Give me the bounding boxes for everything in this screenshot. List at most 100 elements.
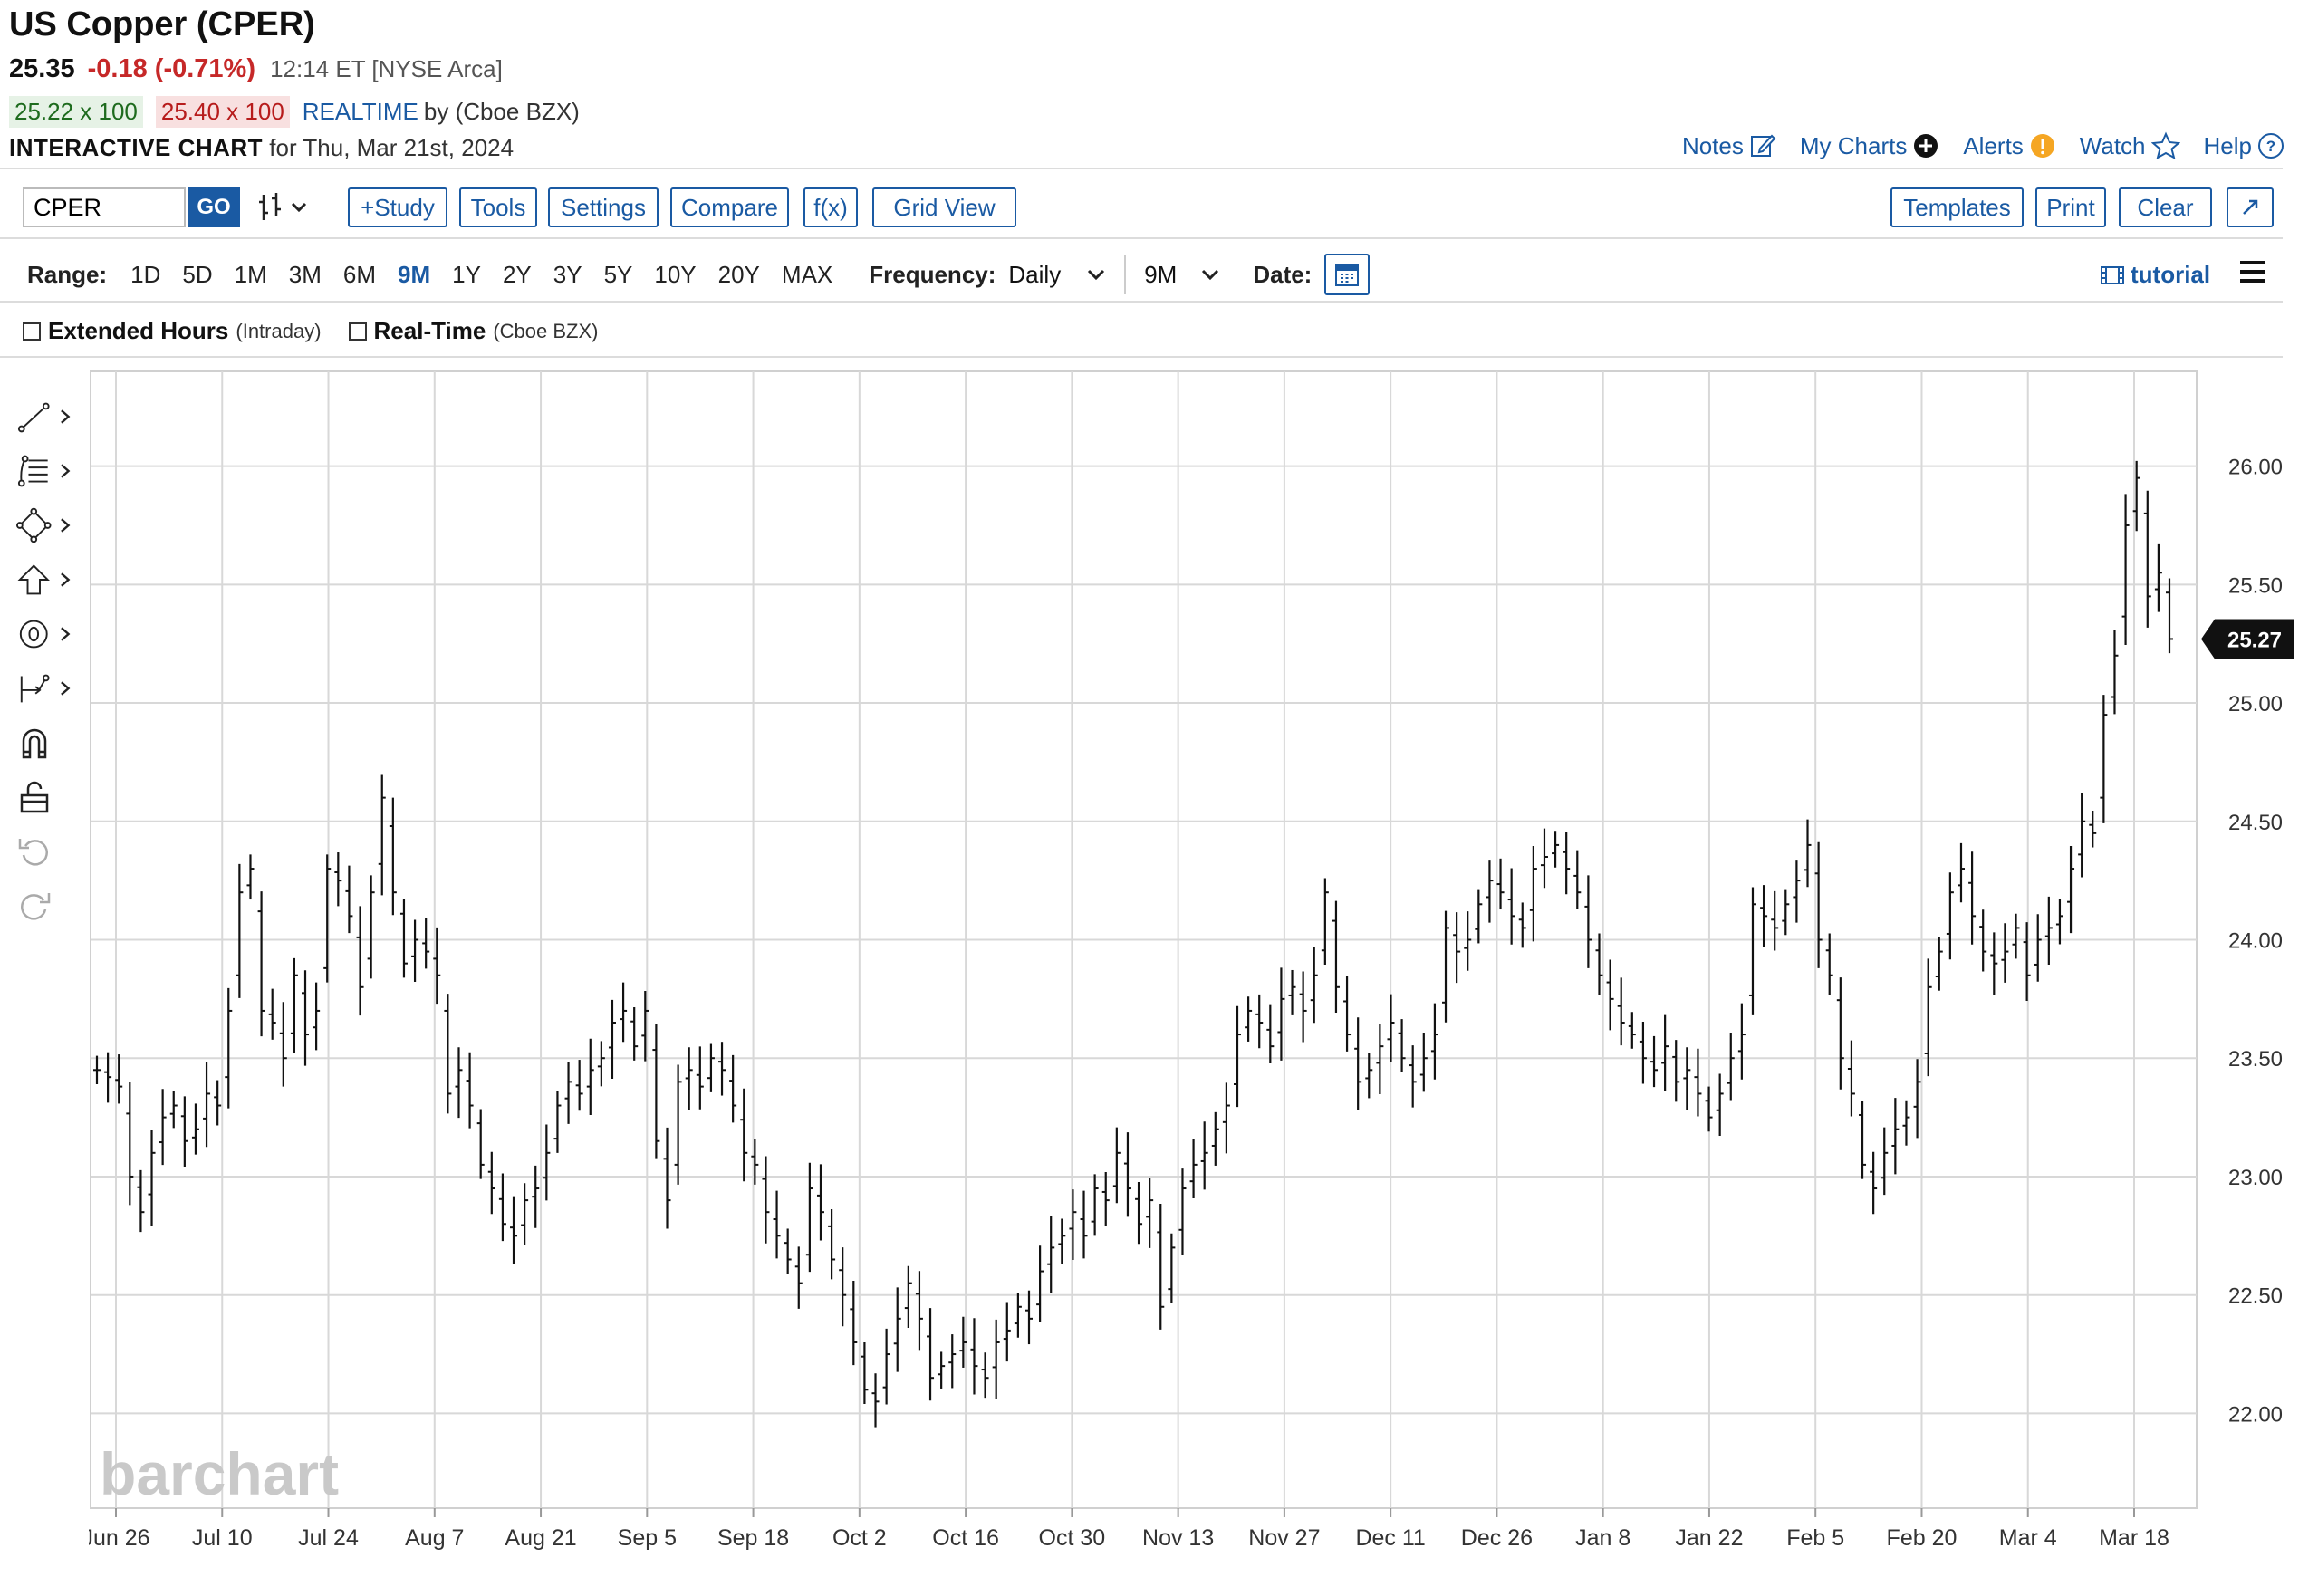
ohlc-bar	[104, 1052, 112, 1103]
ask-value: 25.40 x 100	[155, 96, 290, 128]
ohlc-bar	[279, 1002, 287, 1087]
ohlc-bar	[268, 988, 276, 1040]
range-9m[interactable]: 9M	[398, 260, 431, 288]
arrow-tool[interactable]	[16, 553, 71, 607]
y-tick-label: 24.50	[2228, 811, 2283, 835]
compare-button[interactable]: Compare	[670, 187, 789, 227]
ohlc-bar	[575, 1060, 583, 1111]
ohlc-bar	[1123, 1132, 1131, 1217]
settings-button[interactable]: Settings	[548, 187, 659, 227]
bid-value: 25.22 x 100	[9, 96, 143, 128]
ohlc-bar	[1266, 1004, 1275, 1063]
ohlc-bar	[345, 865, 353, 934]
ohlc-bar	[1496, 858, 1505, 910]
chart-type-dropdown[interactable]	[256, 191, 314, 228]
range-6m[interactable]: 6M	[342, 260, 376, 288]
chevron-right-icon	[60, 409, 70, 424]
range-10y[interactable]: 10Y	[654, 260, 697, 288]
ohlc-bar	[236, 863, 244, 998]
price-chart[interactable]: 22.00 22.50 23.00 23.50 24.00 24.50 25.00 25.50…	[0, 358, 2299, 1596]
ohlc-bar	[1365, 1053, 1373, 1099]
ohlc-bar	[1694, 1048, 1702, 1117]
fib-tool[interactable]	[16, 444, 71, 498]
ohlc-bar	[148, 1130, 156, 1226]
measure-tool[interactable]	[16, 661, 71, 716]
range-5y[interactable]: 5Y	[603, 260, 633, 288]
annotation-tool[interactable]	[16, 607, 71, 661]
range-1m[interactable]: 1M	[234, 260, 267, 288]
ohlc-bar	[466, 1052, 474, 1129]
ohlc-bar	[927, 1308, 935, 1401]
magnet-tool[interactable]	[16, 716, 71, 770]
ohlc-bar	[773, 1190, 781, 1259]
ohlc-bar	[1946, 872, 1954, 960]
ohlc-bar	[1255, 994, 1264, 1049]
ohlc-bar	[1990, 932, 1998, 995]
grid-view-button[interactable]: Grid View	[872, 187, 1016, 227]
real-time-option[interactable]: Real-Time (Cboe BZX)	[348, 317, 598, 345]
ohlc-bar	[597, 1041, 605, 1087]
my-charts-link[interactable]: My Charts	[1800, 132, 1939, 160]
ohlc-bar	[1979, 909, 1987, 972]
lock-tool[interactable]	[16, 770, 71, 824]
range-3y[interactable]: 3Y	[553, 260, 582, 288]
ohlc-bar	[1859, 1101, 1867, 1179]
range-1d[interactable]: 1D	[130, 260, 161, 288]
chevron-right-icon	[60, 572, 70, 587]
shape-tool[interactable]	[16, 498, 71, 553]
go-button[interactable]: GO	[188, 187, 240, 227]
ohlc-bars-icon	[259, 193, 307, 220]
ohlc-bar	[115, 1054, 123, 1104]
range-3m[interactable]: 3M	[288, 260, 322, 288]
undo-tool[interactable]	[16, 824, 71, 879]
real-time-checkbox[interactable]	[348, 322, 367, 341]
line-tool[interactable]	[16, 389, 71, 444]
ohlc-bar	[904, 1265, 912, 1329]
date-picker-button[interactable]	[1324, 254, 1371, 295]
chevron-right-icon	[60, 464, 70, 478]
ohlc-bar	[2044, 896, 2053, 965]
ohlc-bar	[1683, 1047, 1691, 1110]
ohlc-bar	[1157, 1204, 1165, 1330]
ohlc-bar	[586, 1038, 594, 1115]
ohlc-bar	[861, 1341, 869, 1404]
menu-button[interactable]	[2237, 258, 2268, 290]
period-dropdown[interactable]: 9M	[1144, 261, 1220, 289]
y-tick-label: 25.00	[2228, 692, 2283, 716]
frequency-dropdown[interactable]: Daily	[1008, 261, 1106, 289]
clear-button[interactable]: Clear	[2119, 187, 2212, 227]
fx-button[interactable]: f(x)	[803, 187, 858, 227]
x-tick-label: Dec 26	[1461, 1525, 1533, 1551]
help-link[interactable]: Help ?	[2204, 132, 2285, 160]
ohlc-bar	[620, 982, 628, 1043]
tutorial-link[interactable]: tutorial	[2100, 261, 2210, 289]
ohlc-bar	[1705, 1086, 1713, 1132]
range-2y[interactable]: 2Y	[502, 260, 532, 288]
ohlc-bar	[1091, 1174, 1099, 1236]
study-button[interactable]: +Study	[348, 187, 447, 227]
ohlc-bar	[1793, 860, 1801, 923]
range-5d[interactable]: 5D	[182, 260, 213, 288]
notes-link[interactable]: Notes	[1682, 132, 1776, 160]
templates-button[interactable]: Templates	[1890, 187, 2024, 227]
ohlc-bar	[302, 970, 310, 1066]
chevron-down-icon	[1088, 269, 1105, 281]
alerts-link[interactable]: Alerts	[1963, 132, 2055, 160]
magnet-icon	[22, 728, 47, 759]
range-max[interactable]: MAX	[781, 260, 833, 288]
ohlc-bar	[1881, 1127, 1889, 1196]
ohlc-bar	[1968, 851, 1977, 945]
extended-hours-option[interactable]: Extended Hours (Intraday)	[23, 317, 322, 345]
realtime-link[interactable]: REALTIME	[302, 98, 418, 125]
redo-tool[interactable]	[16, 879, 71, 933]
range-20y[interactable]: 20Y	[717, 260, 760, 288]
symbol-input[interactable]	[23, 187, 186, 227]
ohlc-bar	[1112, 1127, 1121, 1204]
range-1y[interactable]: 1Y	[452, 260, 481, 288]
watch-link[interactable]: Watch	[2080, 131, 2180, 160]
ohlc-bar	[1003, 1302, 1011, 1362]
tools-button[interactable]: Tools	[459, 187, 537, 227]
expand-button[interactable]	[2227, 187, 2274, 227]
print-button[interactable]: Print	[2035, 187, 2106, 227]
extended-hours-checkbox[interactable]	[23, 322, 41, 341]
